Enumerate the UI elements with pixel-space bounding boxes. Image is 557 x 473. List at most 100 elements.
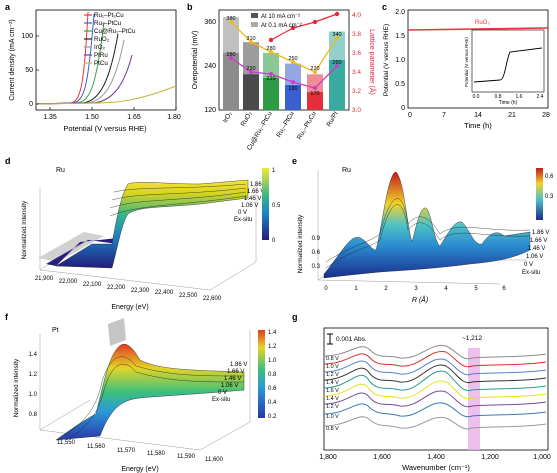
b-ytick: 240 (204, 63, 216, 70)
g-trace-label: 1.2 V (326, 372, 339, 378)
d-trace-label: 1.66 V (247, 189, 264, 195)
g-trace-label: 0.8 V (326, 356, 339, 362)
b-ytick-right: 3.2 (352, 88, 361, 95)
c-xtick: 28 (542, 112, 550, 119)
f-trace-label: Ex-situ (212, 397, 230, 403)
b-bar-label: 220 (246, 66, 255, 72)
c-inset-xtick: 2.4 (537, 94, 544, 100)
d-trace-label: 1.86 V (250, 182, 267, 188)
g-peak-label: ~1,212 (462, 335, 482, 342)
e-ztick: 0.3 (312, 264, 321, 270)
c-xtick: 14 (474, 112, 482, 119)
f-xtick: 11,550 (57, 440, 76, 446)
e-xtick: 2 (384, 286, 388, 292)
d-xtick: 22,000 (59, 279, 78, 285)
b-bar-label: 380 (226, 16, 235, 22)
c-inset-xtick: 0.0 (473, 94, 480, 100)
f-ztick: 0.8 (29, 412, 38, 418)
d-xtick: 22,400 (155, 290, 174, 296)
panel-g: g 0.001 Abs. ~1,212 0.8 V 1.0 V 1.2 V 1.… (290, 310, 557, 473)
g-trace-label: 1.2 V (326, 404, 339, 410)
c-ylabel: Potential (V versus RHE) (383, 24, 390, 96)
g-trace-label: 1.4 V (326, 396, 339, 402)
c-ytick: 2.0 (395, 9, 405, 16)
g-trace-label: 1.4 V (326, 380, 339, 386)
f-xlabel: Energy (eV) (121, 466, 158, 473)
c-inset-label: RuO₂ (475, 20, 490, 26)
f-colorbar-tick: 0.6 (268, 386, 277, 392)
c-inset-ylabel: Potential (V versus RHE) (464, 36, 469, 87)
b-legend-10: At 10 mA cm⁻² (261, 14, 300, 20)
f-xtick: 11,600 (205, 457, 224, 463)
f-xtick: 11,590 (177, 454, 196, 460)
f-zlabel: Normalized intensity (13, 358, 20, 417)
g-trace-label: 1.6 V (326, 388, 339, 394)
panel-a: a 1.35 1.50 1.65 1.80 0 50 100 Potential… (0, 0, 185, 140)
panel-label-e: e (292, 156, 298, 166)
d-colorbar (262, 168, 269, 240)
c-inset-xlabel: Time (h) (499, 100, 518, 106)
c-xtick: 21 (508, 112, 516, 119)
d-trace-label: 0 V (238, 210, 247, 216)
e-ztick: 0.6 (312, 250, 321, 256)
b-bar-label: 280 (266, 46, 275, 52)
f-ztick: 1.0 (29, 392, 38, 398)
e-trace-label: 1.66 V (530, 238, 547, 244)
b-bar-01 (263, 77, 279, 110)
e-xtick: 1 (354, 286, 358, 292)
panel-e: e Ru 1.86 V 1.66 V 1.46 V 1.06 V 0 V (290, 150, 557, 310)
d-xlabel: Energy (eV) (111, 304, 148, 311)
b-bar-label: 210 (266, 76, 275, 82)
a-legend-item: Ru₁–PtCu (94, 20, 122, 27)
g-trace-label: 1.0 V (326, 414, 339, 420)
b-ytick-right: 3.6 (352, 50, 361, 57)
d-xtick: 22,500 (179, 293, 198, 299)
d-colorbar-tick: 1 (272, 168, 276, 174)
g-xlabel: Wavenumber (cm⁻¹) (402, 463, 470, 472)
f-trace-label: 1.86 V (230, 362, 247, 368)
c-xlabel: Time (h) (464, 121, 492, 130)
f-trace-label: 1.46 V (224, 376, 241, 382)
e-xtick: 4 (444, 286, 448, 292)
d-colorbar-tick: 0 (272, 238, 276, 244)
f-element: Pt (52, 327, 59, 334)
e-trace-label: 1.46 V (528, 246, 545, 252)
a-ytick: 50 (25, 67, 33, 74)
panel-d: d Ru 1.86 V 1.66 V (0, 150, 290, 311)
b-ytick-right: 3.0 (352, 107, 361, 114)
panel-f-plot: Pt 1.86 V 1.66 V 1.46 V 1.06 V 0 V Ex-si… (13, 318, 277, 473)
panel-b-plot: 380 310 280 250 220 340 280 220 210 190 … (192, 9, 377, 152)
panel-e-plot: Ru 1.86 V 1.66 V 1.46 V 1.06 V 0 V Ex-si… (297, 167, 554, 304)
panel-b: b 380 310 280 250 220 340 280 220 210 19… (185, 0, 377, 152)
a-ytick: 100 (21, 33, 33, 40)
b-category: Ru/PI (326, 110, 340, 128)
a-xtick: 1.35 (43, 114, 57, 121)
e-zlabel: Normalized intensity (297, 214, 304, 273)
c-ytick: 1.0 (395, 57, 405, 64)
f-xtick: 11,570 (117, 448, 136, 454)
a-xtick: 1.50 (85, 114, 99, 121)
b-ytick: 120 (204, 107, 216, 114)
panel-label-c: c (382, 2, 388, 12)
e-trace-label: Ex-situ (522, 270, 540, 276)
b-bar-01 (243, 74, 259, 110)
e-colorbar-tick: 0.3 (545, 194, 554, 200)
b-ytick-right: 4.0 (352, 12, 361, 19)
e-element: Ru (342, 167, 351, 174)
c-xtick: 7 (442, 112, 446, 119)
panel-c: c RuO₂ 0.0 0.8 1.6 2.4 Time (h) Potentia… (380, 0, 557, 140)
panel-label-f: f (5, 312, 8, 322)
b-ytick-right: 3.8 (352, 31, 361, 38)
panel-label-d: d (5, 156, 11, 166)
e-xtick: 6 (502, 286, 506, 292)
f-ztick: 1.2 (29, 372, 38, 378)
d-xtick: 21,900 (35, 276, 54, 282)
a-ylabel: Current density (mA cm⁻²) (9, 19, 16, 101)
a-legend-item: Ru₁–Pt₃Cu (94, 12, 124, 19)
b-bar-label: 280 (226, 52, 235, 58)
d-trace-label: 1.46 V (244, 196, 261, 202)
b-ytick-right: 3.4 (352, 69, 361, 76)
e-trace-label: 1.86 V (532, 230, 549, 236)
e-xtick: 3 (414, 286, 418, 292)
f-colorbar-tick: 1.4 (268, 330, 277, 336)
